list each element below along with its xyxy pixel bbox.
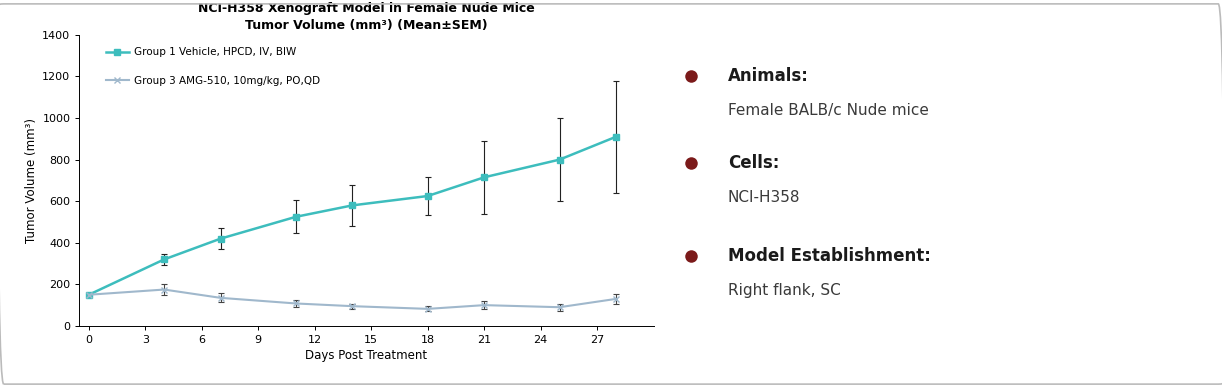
Y-axis label: Tumor Volume (mm³): Tumor Volume (mm³) [26, 118, 38, 243]
Title: NCI-H358 Xenograft Model in Female Nude Mice
Tumor Volume (mm³) (Mean±SEM): NCI-H358 Xenograft Model in Female Nude … [198, 2, 535, 32]
Text: Cells:: Cells: [728, 154, 780, 172]
Text: Model Establishment:: Model Establishment: [728, 247, 931, 265]
Text: Animals:: Animals: [728, 67, 809, 85]
Text: NCI-H358: NCI-H358 [728, 191, 800, 205]
X-axis label: Days Post Treatment: Days Post Treatment [306, 349, 428, 362]
Text: Right flank, SC: Right flank, SC [728, 284, 841, 298]
Legend: Group 1 Vehicle, HPCD, IV, BIW, Group 3 AMG-510, 10mg/kg, PO,QD: Group 1 Vehicle, HPCD, IV, BIW, Group 3 … [101, 43, 325, 90]
Text: Female BALB/c Nude mice: Female BALB/c Nude mice [728, 103, 929, 118]
